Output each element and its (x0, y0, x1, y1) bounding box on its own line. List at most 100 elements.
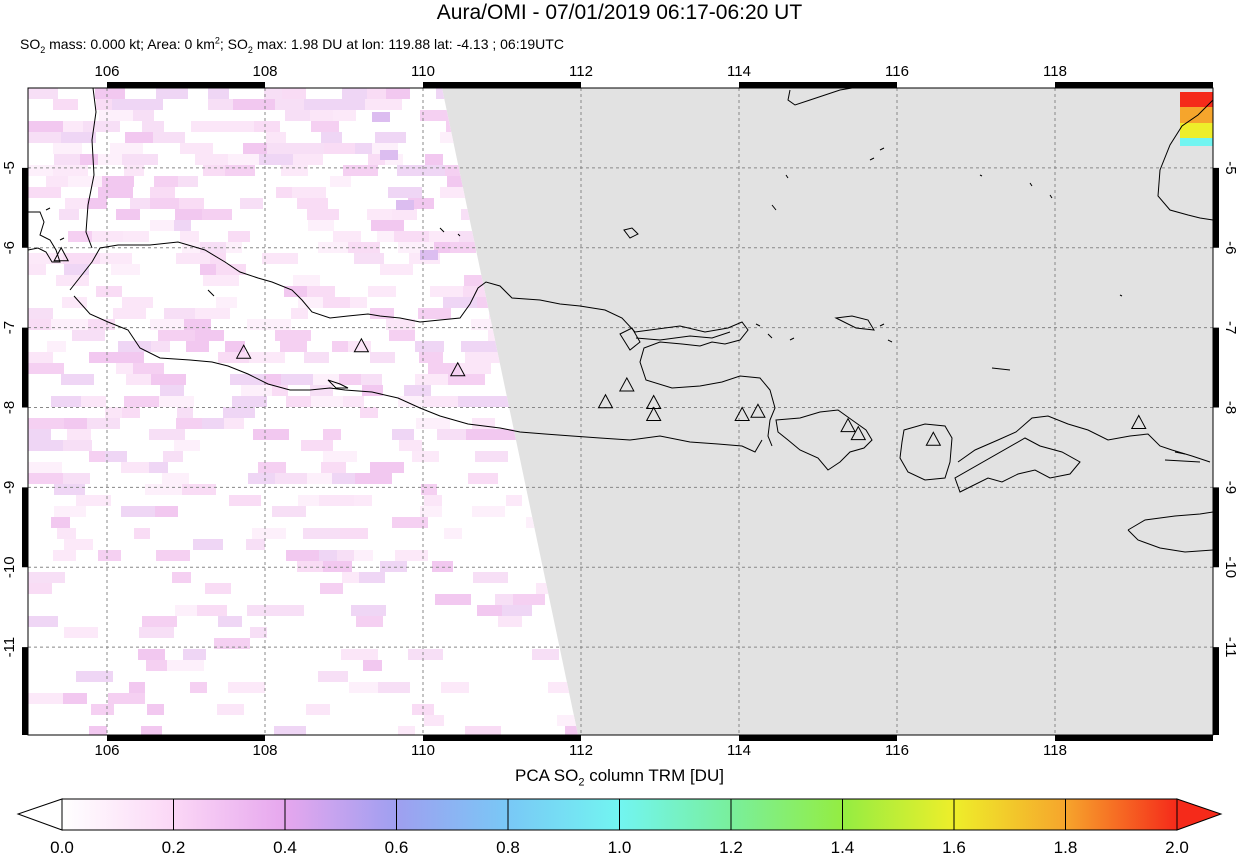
so2-pixel (142, 121, 164, 132)
so2-pixel (120, 352, 144, 363)
so2-pixel (110, 143, 143, 154)
so2-pixel (286, 550, 319, 561)
so2-pixel (28, 187, 44, 198)
so2-pixel (349, 682, 378, 693)
so2-pixel (28, 583, 52, 594)
so2-pixel (83, 121, 120, 132)
volcano-icon (235, 344, 252, 359)
so2-pixel (53, 550, 76, 561)
so2-pixel (464, 275, 494, 286)
so2-pixel (150, 319, 184, 330)
so2-pixel (92, 231, 123, 242)
so2-pixel (124, 165, 144, 176)
so2-pixel (323, 429, 341, 440)
so2-pixel (275, 473, 307, 484)
so2-pixel (184, 319, 211, 330)
coastline-sumatra (85, 88, 97, 249)
so2-pixel (447, 176, 475, 187)
lon-label-top: 116 (885, 63, 909, 80)
so2-pixel (399, 440, 422, 451)
so2-pixel (57, 528, 76, 539)
lat-label-left: -8 (1, 401, 18, 414)
lon-label-top: 112 (569, 63, 593, 80)
so2-pixel (178, 176, 198, 187)
so2-pixel (412, 704, 434, 715)
so2-pixel (113, 308, 146, 319)
so2-pixel (61, 132, 96, 143)
so2-pixel (395, 550, 428, 561)
so2-pixel (298, 495, 319, 506)
so2-pixel (53, 99, 78, 110)
so2-pixel (149, 462, 168, 473)
so2-pixel (284, 286, 307, 297)
so2-pixel (368, 286, 396, 297)
so2-pixel (225, 165, 255, 176)
so2-hot-pixel (1180, 123, 1213, 131)
colorbar: 0.0 0.2 0.4 0.6 0.8 1.0 1.2 1.4 1.6 1.8 2.0 (16, 798, 1223, 855)
so2-pixel (53, 143, 82, 154)
so2-pixel (87, 198, 107, 209)
so2-pixel (472, 506, 505, 517)
lon-label-top: 110 (411, 63, 435, 80)
so2-pixel (99, 110, 133, 121)
so2-pixel (28, 429, 51, 440)
so2-pixel (380, 264, 413, 275)
so2-pixel (324, 143, 355, 154)
so2-pixel (158, 330, 195, 341)
so2-pixel (177, 407, 193, 418)
so2-pixel (275, 330, 311, 341)
so2-pixel (28, 572, 65, 583)
so2-pixel (310, 110, 333, 121)
so2-pixel (116, 363, 133, 374)
so2-pixel (318, 671, 348, 682)
colorbar-tick-label: 1.8 (1054, 838, 1078, 855)
so2-pixel (98, 187, 133, 198)
colorbar-title: PCA SO2 column TRM [DU] (0, 766, 1239, 788)
so2-pixel (175, 209, 202, 220)
lat-labels-right: -5 -6 -7 -8 -9 -10 -11 (1222, 161, 1239, 657)
volcano-icon (750, 403, 766, 418)
border-bar-left (22, 647, 28, 735)
so2-pixel (123, 231, 149, 242)
lat-label-right: -8 (1222, 401, 1239, 414)
so2-pixel (108, 693, 145, 704)
so2-pixel (293, 275, 320, 286)
so2-pixel (341, 649, 378, 660)
so2-pixel (225, 341, 245, 352)
so2-hot-pixel (1180, 107, 1213, 115)
so2-pixel (285, 110, 310, 121)
so2-pixel (424, 715, 444, 726)
so2-pixel (180, 231, 199, 242)
lat-label-left: -7 (1, 321, 18, 334)
so2-pixel (370, 352, 395, 363)
so2-pixel (359, 572, 385, 583)
so2-pixel (274, 319, 291, 330)
so2-pixel (389, 330, 415, 341)
lon-label-bottom: 110 (411, 742, 435, 759)
so2-pixel (122, 407, 140, 418)
so2-pixel (76, 671, 113, 682)
lon-label-top: 114 (727, 63, 751, 80)
so2-pixel (72, 330, 105, 341)
so2-hot-pixel (1180, 131, 1213, 139)
so2-pixel (228, 231, 250, 242)
so2-pixel (105, 407, 122, 418)
lon-label-bottom: 116 (885, 742, 909, 759)
so2-pixel (230, 374, 264, 385)
so2-pixel (63, 693, 87, 704)
so2-pixel (408, 649, 443, 660)
so2-pixel (137, 99, 163, 110)
lon-label-bottom: 114 (727, 742, 751, 759)
so2-pixel (380, 561, 407, 572)
so2-pixel (297, 143, 324, 154)
so2-pixel (264, 88, 282, 99)
so2-pixel (498, 616, 522, 627)
subtitle-max-prefix: ; SO (219, 36, 248, 52)
so2-pixel (28, 165, 53, 176)
volcano-icon (597, 393, 614, 409)
coastline-sumba (1127, 511, 1213, 553)
so2-pixel (465, 352, 502, 363)
subtitle-mass-sub: 2 (40, 44, 46, 55)
so2-pixel (330, 176, 351, 187)
